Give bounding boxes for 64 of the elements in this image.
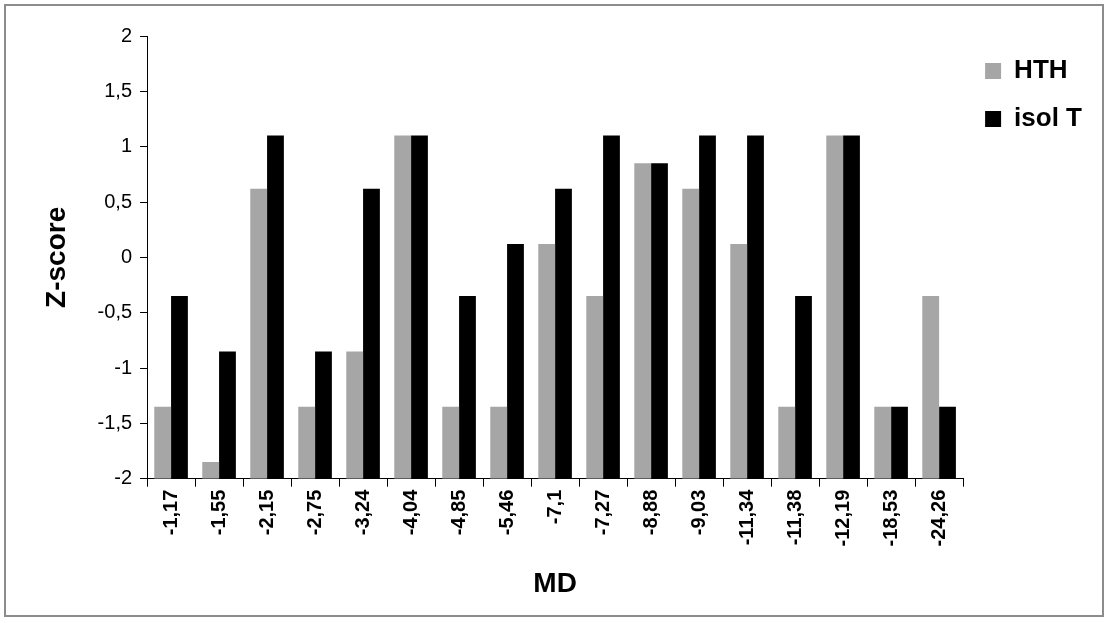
legend-label: isol T [1014, 102, 1083, 133]
bar [363, 188, 380, 479]
y-axis-title: Z-score [39, 206, 71, 308]
x-tick-label: -12,19 [830, 489, 853, 547]
bar [219, 351, 236, 479]
legend-label: HTH [1014, 54, 1068, 85]
bar [507, 244, 524, 479]
x-tick-label: -2,75 [302, 489, 325, 536]
bar [555, 188, 572, 479]
bar [778, 406, 796, 479]
bar [154, 406, 172, 479]
x-tick-label: -5,46 [494, 489, 517, 536]
y-tick-label: 1 [120, 134, 133, 157]
bar [699, 135, 716, 479]
x-tick-label: -1,17 [158, 489, 181, 536]
y-tick-label: -1,5 [97, 410, 133, 433]
bar [250, 188, 268, 479]
bar [202, 462, 220, 479]
bar [874, 406, 892, 479]
bar [267, 135, 284, 479]
y-tick-label: 0 [120, 244, 133, 267]
bar [795, 296, 812, 479]
x-axis-title: MD [533, 566, 577, 598]
x-tick-label: -2,15 [254, 489, 277, 536]
bar [891, 406, 908, 479]
bar [634, 163, 652, 479]
x-tick-label: -9,03 [686, 489, 709, 536]
y-tick-label: 0,5 [104, 189, 133, 212]
x-tick-label: -24,26 [926, 489, 949, 547]
x-tick-label: -11,34 [734, 488, 757, 546]
bar [459, 296, 476, 479]
y-tick-label: 1,5 [104, 78, 133, 101]
bar [922, 296, 940, 479]
bar [298, 406, 316, 479]
bar [826, 135, 844, 479]
x-tick-label: -18,53 [878, 489, 901, 547]
bar [538, 244, 556, 479]
x-tick-label: -8,88 [638, 489, 661, 536]
y-tick-label: -2 [114, 466, 133, 489]
bar [682, 188, 700, 479]
x-tick-label: -7,27 [590, 489, 613, 536]
bar [315, 351, 332, 479]
bar [603, 135, 620, 479]
y-tick-label: -0,5 [97, 300, 133, 323]
x-tick-label: -11,38 [782, 489, 805, 546]
y-tick-label: 2 [120, 23, 133, 46]
bar [843, 135, 860, 479]
bar [394, 135, 412, 479]
x-tick-label: -4,85 [446, 489, 469, 536]
x-tick-label: -1,55 [206, 489, 229, 536]
x-tick-label: -7,1 [542, 489, 565, 525]
bar [171, 296, 188, 479]
bar [346, 351, 364, 479]
x-tick-label: -3,24 [350, 488, 373, 536]
y-tick-label: -1 [114, 355, 133, 378]
bar [651, 163, 668, 479]
bar [730, 244, 748, 479]
bar [442, 406, 460, 479]
bar [490, 406, 508, 479]
bar [411, 135, 428, 479]
bar [747, 135, 764, 479]
bar [586, 296, 604, 479]
bar [939, 406, 956, 479]
x-tick-label: -4,04 [398, 488, 421, 536]
